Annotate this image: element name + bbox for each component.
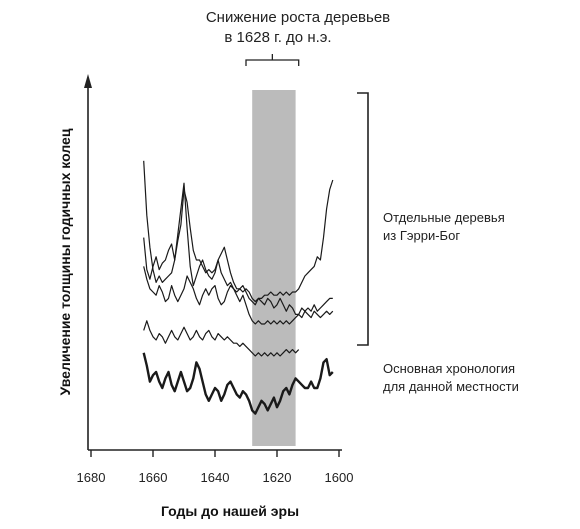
x-tick-label: 1600 [325, 470, 354, 485]
individual-trees-bracket [357, 92, 369, 346]
y-axis-label: Увеличение толщины годичных колец [57, 128, 73, 395]
master-chronology-label-line-1: Основная хронология [383, 361, 515, 376]
x-axis-label: Годы до нашей эры [161, 503, 299, 519]
individual-trees-label-line-1: Отдельные деревья [383, 210, 505, 225]
chart-title-line-1: Снижение роста деревьев [206, 9, 390, 26]
master-chronology-label-line-2: для данной местности [383, 379, 519, 394]
top-bracket-line [245, 59, 300, 66]
chart-title-line-2: в 1628 г. до н.э. [224, 29, 331, 46]
individual-tree-series-3 [143, 266, 334, 325]
individual-tree-series-2 [143, 182, 333, 315]
x-tick-label: 1640 [201, 470, 230, 485]
y-axis-arrow-icon [84, 74, 92, 88]
top-range-bracket [245, 54, 300, 66]
x-axis: 1680 1660 1640 1620 1600 [77, 449, 354, 485]
individual-trees-label-line-2: из Гэрри-Бог [383, 228, 460, 243]
x-tick-label: 1620 [263, 470, 292, 485]
y-axis [84, 74, 92, 450]
bracket-line [357, 92, 369, 346]
master-chronology-series [142, 352, 334, 415]
x-tick-label: 1680 [77, 470, 106, 485]
individual-tree-series-4 [143, 320, 300, 357]
individual-tree-series-1 [143, 160, 334, 303]
highlight-band [252, 90, 296, 446]
x-tick-label: 1660 [139, 470, 168, 485]
